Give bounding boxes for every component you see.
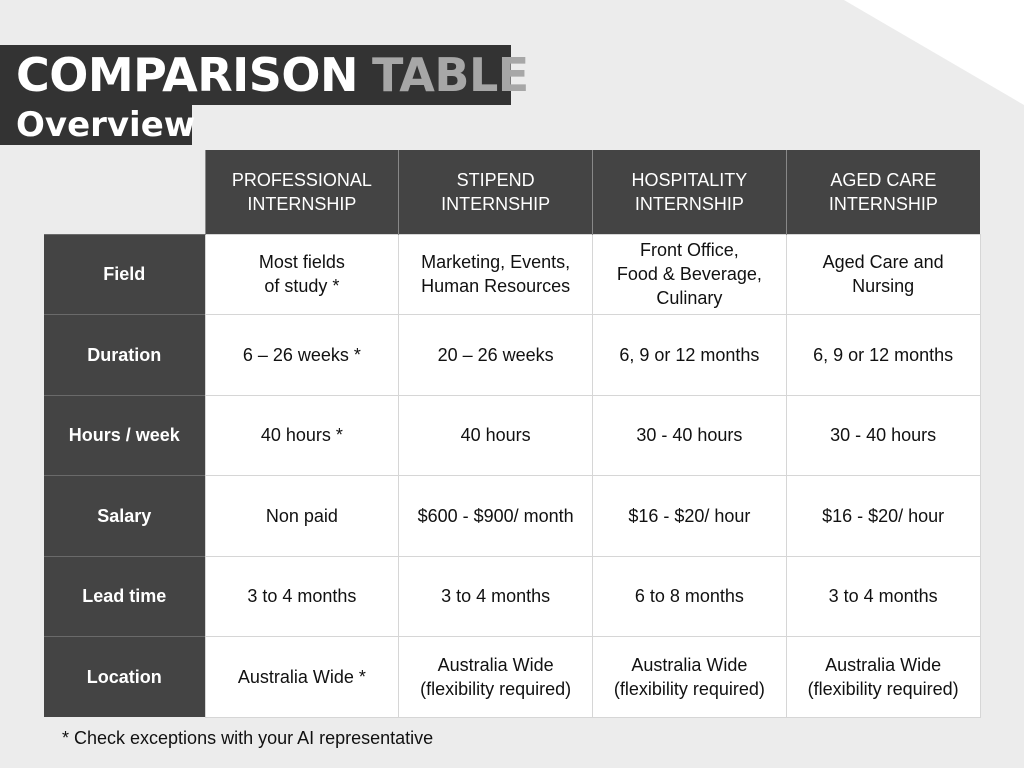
table-cell: Most fields of study * [204, 233, 400, 315]
table-cell: Australia Wide (flexibility required) [592, 636, 787, 718]
column-header-aged-care: AGED CARE INTERNSHIP [785, 150, 980, 234]
page-subtitle: Overview [16, 105, 196, 145]
subtitle-banner: Overview [0, 105, 196, 145]
table-cell: 40 hours * [204, 394, 400, 476]
comparison-table: PROFESSIONAL INTERNSHIP STIPEND INTERNSH… [44, 150, 981, 718]
page-title: COMPARISON TABLE [16, 52, 529, 98]
table-cell: 3 to 4 months [785, 555, 981, 637]
footnote: * Check exceptions with your AI represen… [62, 728, 434, 748]
table-cell: Marketing, Events, Human Resources [398, 233, 593, 315]
table-cell: 3 to 4 months [204, 555, 400, 637]
table-cell: 3 to 4 months [398, 555, 593, 637]
row-header-field: Field [44, 233, 205, 315]
row-header-lead-time: Lead time [44, 555, 205, 637]
column-header-label: STIPEND INTERNSHIP [441, 169, 551, 214]
table-cell: Front Office, Food & Beverage, Culinary [592, 233, 787, 315]
title-word-comparison: COMPARISON [16, 48, 359, 102]
row-header-salary: Salary [44, 475, 205, 556]
row-header-duration: Duration [44, 314, 205, 395]
table-cell: 20 – 26 weeks [398, 314, 593, 396]
table-cell: $600 - $900/ month [398, 475, 593, 557]
table-row-salary: Salary Non paid $600 - $900/ month $16 -… [44, 475, 981, 557]
table-corner-cell [44, 150, 205, 234]
decorative-corner-shape [844, 0, 1024, 105]
table-cell: Australia Wide * [204, 636, 400, 718]
column-header-label: AGED CARE INTERNSHIP [828, 169, 938, 214]
table-row-location: Location Australia Wide * Australia Wide… [44, 636, 981, 718]
column-header-stipend: STIPEND INTERNSHIP [398, 150, 593, 234]
title-banner: COMPARISON TABLE [0, 45, 529, 105]
table-cell: Australia Wide (flexibility required) [785, 636, 981, 718]
row-header-hours: Hours / week [44, 394, 205, 476]
table-cell: Aged Care and Nursing [785, 233, 981, 315]
title-word-table: TABLE [372, 48, 529, 102]
table-row-hours: Hours / week 40 hours * 40 hours 30 - 40… [44, 394, 981, 476]
table-row-duration: Duration 6 – 26 weeks * 20 – 26 weeks 6,… [44, 314, 981, 396]
table-row-lead-time: Lead time 3 to 4 months 3 to 4 months 6 … [44, 555, 981, 637]
table-cell: 6, 9 or 12 months [785, 314, 981, 396]
row-header-location: Location [44, 636, 205, 717]
table-header-row: PROFESSIONAL INTERNSHIP STIPEND INTERNSH… [44, 150, 980, 234]
column-header-hospitality: HOSPITALITY INTERNSHIP [592, 150, 787, 234]
table-cell: 30 - 40 hours [785, 394, 981, 476]
column-header-label: HOSPITALITY INTERNSHIP [631, 169, 748, 214]
table-cell: 6 – 26 weeks * [204, 314, 400, 396]
table-row-field: Field Most fields of study * Marketing, … [44, 233, 981, 315]
table-cell: $16 - $20/ hour [785, 475, 981, 557]
table-cell: 6 to 8 months [592, 555, 787, 637]
column-header-professional: PROFESSIONAL INTERNSHIP [204, 150, 399, 234]
table-cell: Australia Wide (flexibility required) [398, 636, 593, 718]
table-cell: Non paid [204, 475, 400, 557]
table-cell: $16 - $20/ hour [592, 475, 787, 557]
table-cell: 40 hours [398, 394, 593, 476]
table-cell: 30 - 40 hours [592, 394, 787, 476]
column-header-label: PROFESSIONAL INTERNSHIP [231, 169, 372, 214]
table-cell: 6, 9 or 12 months [592, 314, 787, 396]
